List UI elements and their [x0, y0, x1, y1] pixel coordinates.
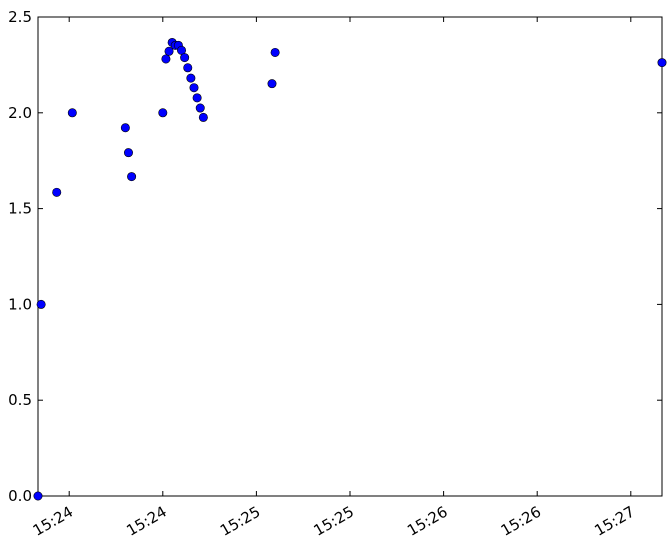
data-point — [123, 148, 133, 158]
x-tick-label: 15:27 — [591, 503, 637, 540]
y-tick-label: 0.0 — [8, 487, 32, 505]
y-tick-label: 2.5 — [8, 8, 32, 26]
y-tick-label: 2.0 — [8, 104, 32, 122]
scatter-series — [33, 37, 667, 501]
data-point — [120, 123, 130, 133]
data-point — [67, 108, 77, 118]
data-point — [158, 108, 168, 118]
y-axis: 0.0 0.5 1.0 1.5 2.0 2.5 — [8, 8, 662, 505]
data-point — [186, 73, 196, 83]
data-point — [52, 187, 62, 197]
data-point — [33, 491, 43, 501]
y-tick-label: 1.0 — [8, 295, 32, 313]
data-point — [270, 47, 280, 57]
y-tick-label: 1.5 — [8, 200, 32, 218]
data-point — [267, 79, 277, 89]
x-tick-label: 15:26 — [404, 503, 450, 540]
data-point — [192, 93, 202, 103]
data-point — [198, 112, 208, 122]
data-point — [164, 46, 174, 56]
data-point — [180, 53, 190, 63]
x-tick-label: 15:26 — [498, 503, 544, 540]
data-point — [36, 299, 46, 309]
x-tick-label: 15:25 — [311, 503, 357, 540]
data-point — [189, 83, 199, 93]
data-point — [161, 54, 171, 64]
y-tick-label: 0.5 — [8, 391, 32, 409]
x-tick-label: 15:24 — [123, 503, 169, 540]
x-tick-label: 15:25 — [217, 503, 263, 540]
data-point — [195, 103, 205, 113]
data-point — [127, 172, 137, 182]
data-point — [183, 63, 193, 73]
data-point — [657, 58, 667, 68]
x-tick-label: 15:24 — [30, 503, 76, 540]
plot-area — [37, 16, 663, 497]
